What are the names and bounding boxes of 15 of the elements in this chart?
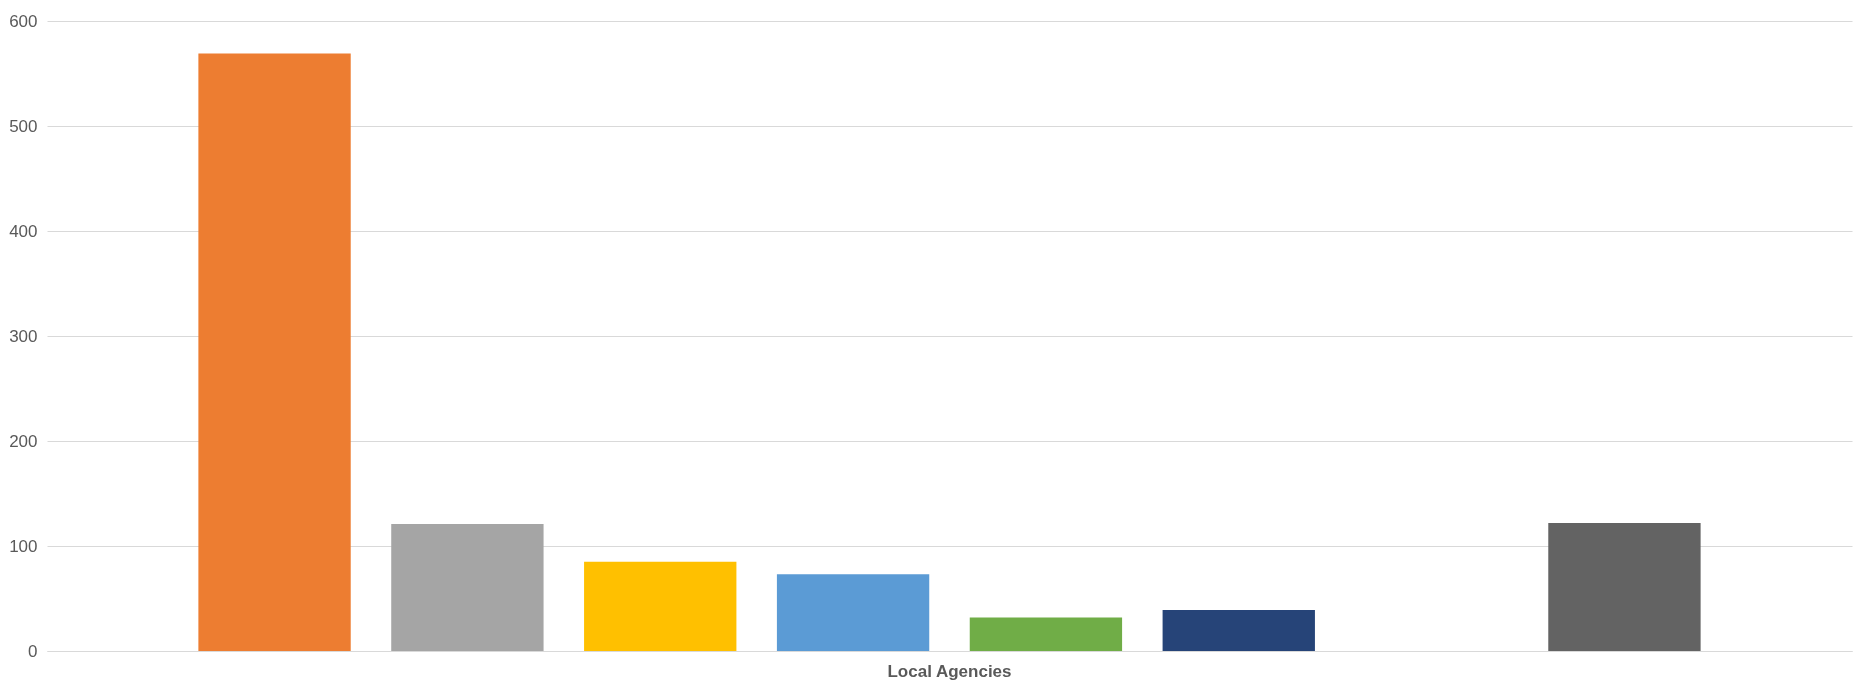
bar — [584, 561, 737, 651]
bar — [1548, 522, 1701, 651]
bar — [776, 574, 930, 651]
y-tick-label: 300 — [9, 326, 38, 346]
bar — [198, 53, 351, 651]
x-tick-label: Local Agencies — [887, 661, 1012, 681]
y-tick-label: 400 — [9, 221, 38, 241]
y-tick-label: 600 — [9, 11, 38, 31]
y-tick-label: 100 — [9, 536, 38, 556]
bar — [391, 523, 544, 651]
bar — [1162, 610, 1315, 651]
bar — [969, 617, 1123, 651]
y-tick-label: 200 — [9, 431, 38, 451]
y-tick-label: 0 — [28, 641, 38, 661]
y-tick-label: 500 — [9, 116, 38, 136]
